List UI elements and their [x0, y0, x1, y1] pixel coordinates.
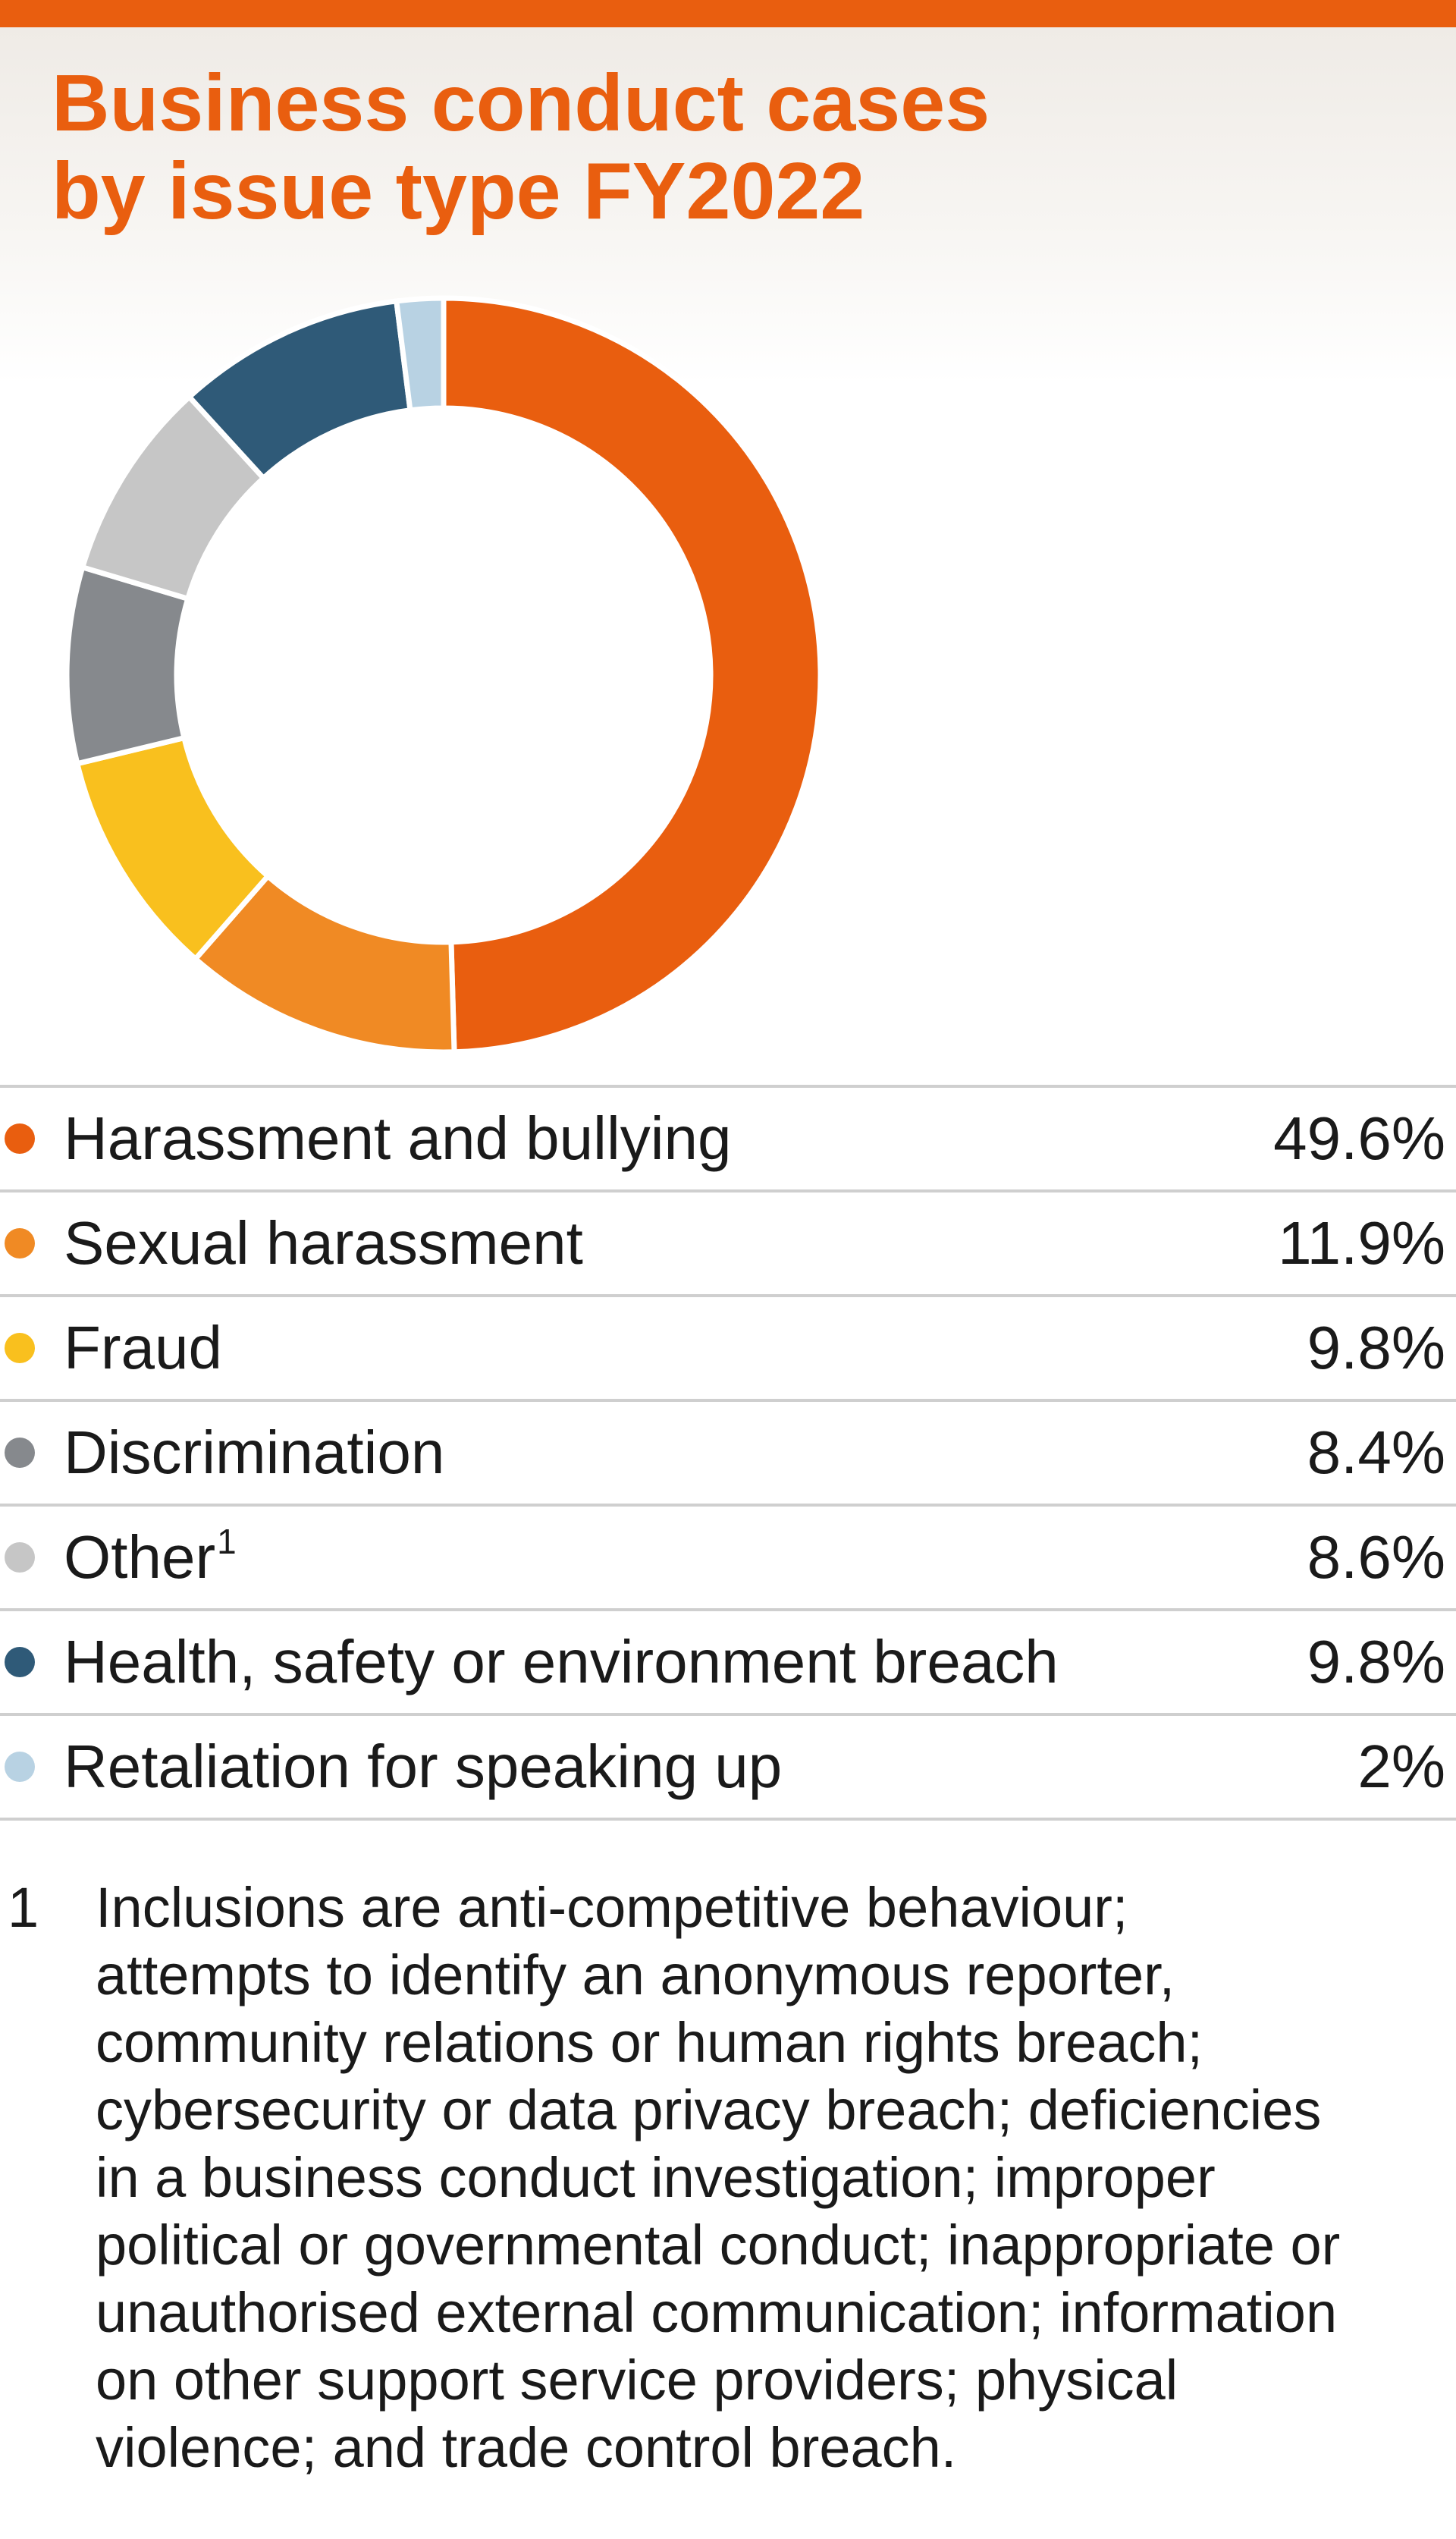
footnote-marker: 1 [8, 1876, 39, 1939]
legend-label: Sexual harassment [64, 1213, 583, 1274]
legend-value: 9.8% [1307, 1628, 1445, 1695]
chart-title-line-2: by issue type FY2022 [52, 146, 865, 236]
legend-row: Other1 8.6% [0, 1507, 1456, 1611]
legend-row: Health, safety or environment breach 9.8% [0, 1611, 1456, 1716]
donut-slice-retaliation-for-speaking-up [393, 295, 447, 413]
legend-label-text: Discrimination [64, 1419, 445, 1486]
footnote-line: Inclusions are anti-competitive behaviou… [96, 1876, 1128, 1939]
legend-value: 8.4% [1307, 1419, 1445, 1486]
footnote-line: violence; and trade control breach. [96, 2416, 957, 2479]
donut-slice-harassment-and-bullying [441, 295, 824, 1055]
legend-value: 9.8% [1307, 1314, 1445, 1381]
legend-label-text: Retaliation for speaking up [64, 1733, 783, 1800]
legend-label: Health, safety or environment breach [64, 1632, 1059, 1692]
footnote-line: attempts to identify an anonymous report… [96, 1944, 1175, 2006]
chart-title-line-1: Business conduct cases [52, 58, 990, 148]
donut-slice-discrimination [64, 564, 192, 767]
legend-dot-icon [5, 1647, 35, 1677]
footnote-text: Inclusions are anti-competitive behaviou… [96, 1874, 1430, 2481]
legend-label-text: Fraud [64, 1314, 222, 1381]
header-background [0, 27, 1456, 384]
legend-row: Discrimination 8.4% [0, 1402, 1456, 1507]
legend-row: Sexual harassment 11.9% [0, 1193, 1456, 1297]
legend-value: 8.6% [1307, 1523, 1445, 1591]
footnote-line: political or governmental conduct; inapp… [96, 2214, 1341, 2277]
legend-value: 2% [1357, 1733, 1445, 1800]
top-accent-bar [0, 0, 1456, 27]
chart-legend: Harassment and bullying 49.6% Sexual haras… [0, 1085, 1456, 1821]
footnote-line: unauthorised external communication; inf… [96, 2281, 1338, 2344]
legend-label-text: Harassment and bullying [64, 1105, 732, 1172]
legend-label: Harassment and bullying [64, 1108, 731, 1169]
legend-row: Harassment and bullying 49.6% [0, 1088, 1456, 1193]
legend-label: Retaliation for speaking up [64, 1736, 782, 1797]
footnote-line: cybersecurity or data privacy breach; de… [96, 2079, 1322, 2141]
legend-label: Discrimination [64, 1422, 444, 1483]
legend-dot-icon [5, 1438, 35, 1468]
legend-label-text: Sexual harassment [64, 1209, 583, 1277]
legend-row: Retaliation for speaking up 2% [0, 1716, 1456, 1821]
chart-title: Business conduct cases by issue type FY2… [52, 59, 1401, 235]
legend-label-text: Other [64, 1523, 216, 1591]
legend-dot-icon [5, 1542, 35, 1573]
footnote-line: community relations or human rights brea… [96, 2011, 1203, 2074]
footnote-line: in a business conduct investigation; imp… [96, 2146, 1216, 2209]
legend-label: Other1 [64, 1524, 237, 1588]
legend-row: Fraud 9.8% [0, 1297, 1456, 1402]
footnote-reference: 1 [217, 1522, 237, 1561]
legend-dot-icon [5, 1333, 35, 1363]
legend-value: 11.9% [1278, 1209, 1445, 1277]
legend-dot-icon [5, 1228, 35, 1259]
legend-label: Fraud [64, 1318, 222, 1378]
legend-dot-icon [5, 1752, 35, 1782]
legend-dot-icon [5, 1123, 35, 1154]
legend-value: 49.6% [1273, 1105, 1445, 1172]
footnote-line: on other support service providers; phys… [96, 2349, 1178, 2412]
donut-chart [64, 295, 824, 1055]
legend-label-text: Health, safety or environment breach [64, 1628, 1059, 1695]
